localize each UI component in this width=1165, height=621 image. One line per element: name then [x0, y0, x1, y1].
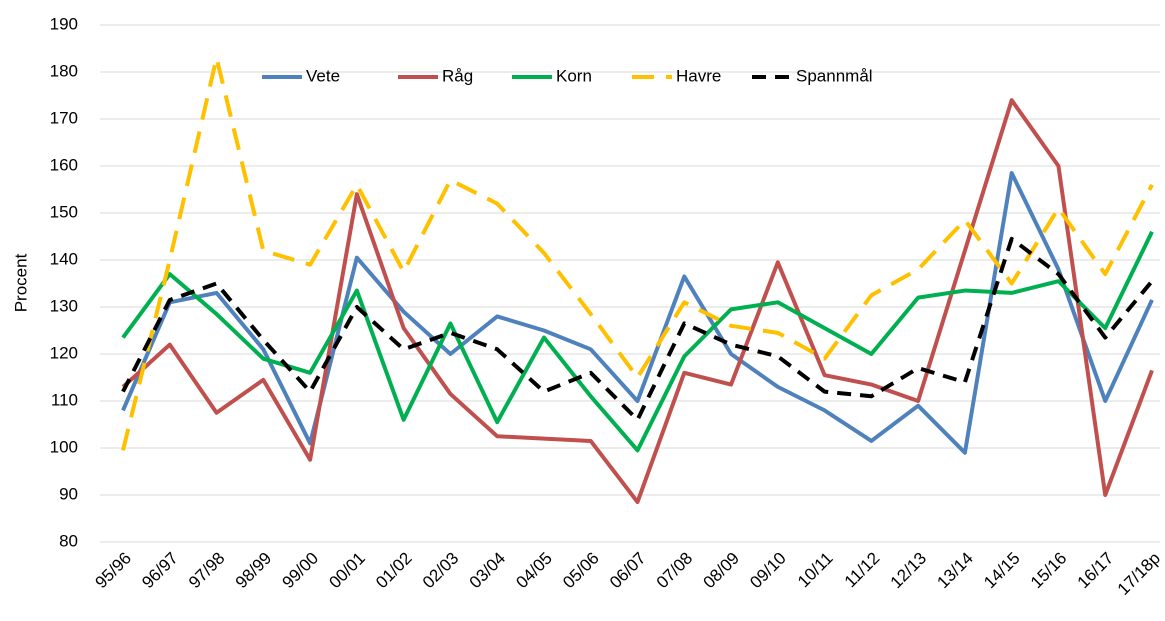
series-line — [121, 98, 1154, 505]
x-tick-label: 12/13 — [887, 549, 931, 593]
y-tick-label: 140 — [50, 249, 78, 268]
x-tick-label: 11/12 — [841, 549, 884, 592]
y-tick-label: 120 — [50, 343, 78, 362]
series-line — [121, 230, 1154, 453]
y-tick-label: 190 — [50, 14, 78, 33]
x-tick-label: 00/01 — [325, 549, 369, 593]
x-tick-label: 96/97 — [138, 549, 182, 593]
x-tick-label: 05/06 — [559, 549, 603, 593]
x-tick-label: 14/15 — [980, 549, 1024, 593]
y-tick-label: 110 — [51, 390, 78, 409]
x-tick-label: 15/16 — [1027, 549, 1071, 593]
x-tick-label: 06/07 — [606, 549, 650, 593]
y-tick-label: 100 — [50, 437, 78, 456]
y-tick-label: 150 — [50, 202, 78, 221]
legend-label: Havre — [676, 66, 721, 85]
x-tick-label: 16/17 — [1074, 549, 1118, 593]
legend-label: Råg — [442, 66, 473, 85]
y-tick-label: 130 — [50, 296, 78, 315]
x-tick-label: 17/18p — [1114, 549, 1164, 599]
legend-label: Vete — [306, 66, 340, 85]
y-tick-label: 180 — [50, 61, 78, 80]
series-line — [121, 236, 1154, 422]
x-tick-label: 13/14 — [933, 549, 977, 593]
x-tick-label: 95/96 — [91, 549, 135, 593]
legend-label: Spannmål — [796, 66, 873, 85]
x-tick-label: 09/10 — [746, 549, 790, 593]
y-tick-label: 170 — [50, 108, 78, 127]
x-tick-label: 08/09 — [700, 549, 744, 593]
x-tick-label: 97/98 — [185, 549, 229, 593]
y-axis-title: Procent — [11, 253, 30, 312]
legend-label: Korn — [556, 66, 592, 85]
x-tick-label: 99/00 — [279, 549, 323, 593]
y-tick-label: 90 — [59, 484, 78, 503]
x-tick-label: 10/11 — [794, 549, 837, 592]
x-tick-label: 04/05 — [512, 549, 556, 593]
x-tick-label: 03/04 — [466, 549, 510, 593]
x-tick-label: 07/08 — [653, 549, 697, 593]
x-tick-label: 01/02 — [372, 549, 416, 593]
y-tick-label: 80 — [59, 531, 78, 550]
x-tick-label: 98/99 — [232, 549, 276, 593]
x-tick-label: 02/03 — [419, 549, 463, 593]
series-line — [121, 171, 1154, 455]
y-tick-label: 160 — [50, 155, 78, 174]
